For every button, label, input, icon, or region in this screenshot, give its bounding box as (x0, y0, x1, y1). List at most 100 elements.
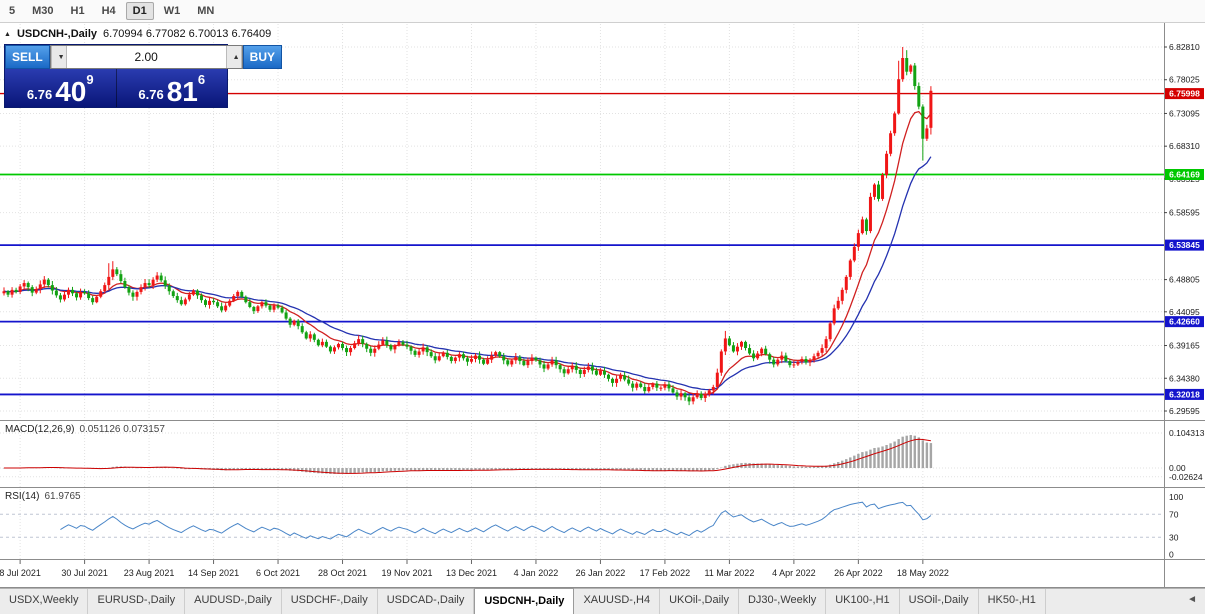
buy-price-display[interactable]: 6.76 81 6 (115, 69, 228, 108)
svg-text:6.58595: 6.58595 (1169, 208, 1200, 218)
chart-ohlc-values: 6.70994 6.77082 6.70013 6.76409 (103, 28, 272, 40)
price-level-badge (1165, 388, 1204, 400)
chart-tab-uk100-h1[interactable]: UK100-,H1 (826, 589, 900, 614)
chart-tab-usdcnh-daily[interactable]: USDCNH-,Daily (474, 588, 575, 614)
svg-text:28 Oct 2021: 28 Oct 2021 (318, 568, 367, 578)
price-level-badge (1165, 169, 1204, 181)
svg-text:6.48805: 6.48805 (1169, 275, 1200, 285)
svg-text:6.32018: 6.32018 (1169, 389, 1200, 399)
svg-text:13 Dec 2021: 13 Dec 2021 (446, 568, 497, 578)
rsi-indicator-label: RSI(14) 61.9765 (5, 491, 81, 502)
timeframe-button-5[interactable]: 5 (9, 5, 16, 17)
svg-text:6.44095: 6.44095 (1169, 307, 1200, 317)
svg-text:0.00: 0.00 (1169, 463, 1186, 473)
chart-tab-xauusd-h4[interactable]: XAUUSD-,H4 (574, 589, 661, 614)
timeframe-toolbar: 5 M30 H1 H4 D1 W1 MN (0, 0, 1205, 23)
price-level-badge (1165, 88, 1204, 100)
sell-price-fraction: 9 (86, 72, 94, 87)
buy-button[interactable]: BUY (242, 45, 283, 69)
chart-tab-hk50-h1[interactable]: HK50-,H1 (979, 589, 1046, 614)
sell-price-display[interactable]: 6.76 40 9 (5, 69, 116, 107)
svg-text:0: 0 (1169, 550, 1174, 560)
volume-input[interactable] (66, 46, 226, 68)
chart-tab-usdx-weekly[interactable]: USDX,Weekly (0, 589, 89, 614)
sell-price-big-figure: 6.76 (26, 87, 53, 102)
svg-text:6.68310: 6.68310 (1169, 141, 1200, 151)
svg-text:4 Apr 2022: 4 Apr 2022 (772, 568, 816, 578)
svg-text:4 Jan 2022: 4 Jan 2022 (514, 568, 559, 578)
candlesticks (2, 47, 933, 406)
svg-text:30 Jul 2021: 30 Jul 2021 (61, 568, 108, 578)
volume-increase-icon[interactable]: ▲ (225, 46, 242, 68)
svg-text:6.82810: 6.82810 (1169, 42, 1200, 52)
chart-tab-bar: USDX,Weekly EURUSD-,Daily AUDUSD-,Daily USD… (0, 588, 1205, 614)
rsi-value: 61.9765 (44, 491, 81, 502)
svg-text:-0.02624: -0.02624 (1169, 472, 1203, 482)
svg-text:100: 100 (1169, 492, 1183, 502)
svg-text:6.73095: 6.73095 (1169, 108, 1200, 118)
timeframe-button-w1[interactable]: W1 (163, 5, 181, 17)
macd-values: 0.051126 0.073157 (79, 424, 165, 435)
price-axis[interactable]: 6.828106.780256.730956.683106.635256.585… (1164, 42, 1205, 560)
buy-price-big-figure: 6.76 (138, 87, 164, 102)
svg-text:19 Nov 2021: 19 Nov 2021 (381, 568, 432, 578)
svg-text:17 Feb 2022: 17 Feb 2022 (640, 568, 691, 578)
chart-tab-usoil-daily[interactable]: USOil-,Daily (900, 589, 979, 614)
chart-tab-usdcad-daily[interactable]: USDCAD-,Daily (378, 589, 475, 614)
price-level-badge (1165, 316, 1204, 328)
chart-tab-dj30-weekly[interactable]: DJ30-,Weekly (739, 589, 827, 614)
time-axis[interactable]: 8 Jul 2021 30 Jul 2021 23 Aug 2021 14 Sep 2… (0, 560, 949, 578)
collapse-panel-icon[interactable]: ▲ (4, 30, 11, 38)
rsi-name: RSI(14) (5, 491, 40, 502)
slow-ma (3, 156, 932, 391)
timeframe-button-h4[interactable]: H4 (101, 5, 116, 17)
macd-name: MACD(12,26,9) (5, 424, 75, 435)
chart-tab-eurusd-daily[interactable]: EURUSD-,Daily (88, 589, 186, 614)
svg-text:6.75998: 6.75998 (1169, 89, 1200, 99)
chart-tab-usdchf-daily[interactable]: USDCHF-,Daily (282, 589, 378, 614)
svg-text:6.42660: 6.42660 (1169, 317, 1200, 327)
timeframe-button-m30[interactable]: M30 (32, 5, 54, 17)
chart-tab-ukoil-daily[interactable]: UKOil-,Daily (660, 589, 739, 614)
svg-text:11 Mar 2022: 11 Mar 2022 (704, 568, 754, 578)
trade-controls-row: SELL ▼ ▲ BUY (5, 45, 283, 69)
tab-scroll-left-icon[interactable]: ◄ (1187, 594, 1197, 605)
svg-text:6 Oct 2021: 6 Oct 2021 (256, 568, 300, 578)
svg-text:23 Aug 2021: 23 Aug 2021 (124, 568, 175, 578)
svg-text:6.29595: 6.29595 (1169, 406, 1200, 416)
macd-indicator-label: MACD(12,26,9) 0.051126 0.073157 (5, 424, 165, 435)
timeframe-button-d1[interactable]: D1 (125, 2, 154, 20)
volume-control: ▼ ▲ (49, 45, 243, 69)
sell-price-pips: 40 (55, 76, 87, 108)
volume-decrease-icon[interactable]: ▼ (50, 46, 67, 68)
buy-price-fraction: 6 (197, 72, 206, 87)
svg-text:18 May 2022: 18 May 2022 (897, 568, 949, 578)
svg-text:6.78025: 6.78025 (1169, 75, 1200, 85)
svg-text:6.53845: 6.53845 (1169, 240, 1200, 250)
timeframe-button-mn[interactable]: MN (197, 5, 215, 17)
svg-text:0.104313: 0.104313 (1169, 428, 1205, 438)
fast-ma (3, 110, 932, 396)
gridlines (0, 24, 1164, 559)
chart-tab-audusd-daily[interactable]: AUDUSD-,Daily (185, 589, 282, 614)
rsi-line (60, 501, 932, 540)
svg-text:30: 30 (1169, 532, 1179, 542)
svg-text:8 Jul 2021: 8 Jul 2021 (0, 568, 41, 578)
svg-text:6.34380: 6.34380 (1169, 373, 1200, 383)
buy-price-pips: 81 (166, 76, 198, 108)
svg-text:26 Jan 2022: 26 Jan 2022 (576, 568, 626, 578)
svg-text:70: 70 (1169, 509, 1179, 519)
chart-symbol-period: USDCNH-,Daily (16, 28, 98, 40)
trade-prices-row: 6.76 40 9 6.76 81 6 (5, 69, 227, 107)
sell-button[interactable]: SELL (5, 45, 50, 69)
timeframe-button-h1[interactable]: H1 (70, 5, 85, 17)
horizontal-level-lines[interactable] (0, 92, 1164, 396)
svg-text:26 Apr 2022: 26 Apr 2022 (834, 568, 883, 578)
one-click-trading-panel: SELL ▼ ▲ BUY 6.76 40 9 6.76 81 6 (4, 44, 283, 108)
price-level-badge (1165, 239, 1204, 251)
svg-text:6.39165: 6.39165 (1169, 341, 1200, 351)
macd-signal-line (4, 438, 931, 474)
chart-title: ▲ USDCNH-,Daily 6.70994 6.77082 6.70013 … (4, 28, 271, 40)
